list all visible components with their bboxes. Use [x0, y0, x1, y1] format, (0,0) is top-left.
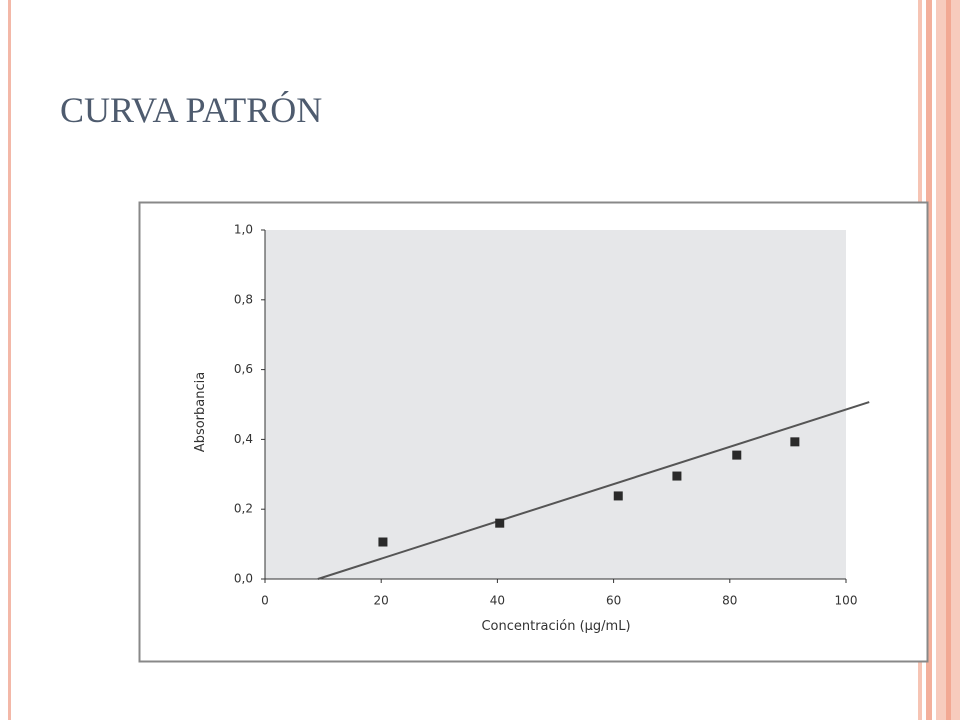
- y-tick-label: 0,4: [234, 432, 253, 446]
- x-tick-label: 60: [606, 594, 621, 608]
- data-point: [732, 450, 742, 460]
- y-tick-label: 0,2: [234, 502, 253, 516]
- slide-title: CURVA PATRÓN: [60, 90, 322, 130]
- data-point: [790, 437, 800, 447]
- data-point: [378, 537, 388, 547]
- x-tick-label: 80: [722, 594, 737, 608]
- plot-area: [265, 230, 846, 579]
- left-border: [8, 0, 11, 720]
- x-tick-label: 0: [261, 594, 269, 608]
- x-tick-label: 100: [835, 594, 858, 608]
- y-tick-label: 0,6: [234, 362, 253, 376]
- plot: 0,0 0,2 0,4 0,6 0,8 1,0 0 20 40 60 80 100: [234, 223, 870, 608]
- x-axis-label: Concentración (µg/mL): [481, 619, 630, 634]
- data-point: [613, 491, 623, 501]
- data-point: [672, 471, 682, 481]
- y-axis-label: Absorbancia: [193, 372, 208, 452]
- right-stripe: [946, 0, 951, 720]
- fit-line: [317, 401, 870, 580]
- right-stripe: [926, 0, 932, 720]
- y-tick-label: 1,0: [234, 223, 253, 237]
- x-tick-label: 40: [490, 594, 505, 608]
- y-tick-label: 0,8: [234, 292, 253, 306]
- x-tick-label: 20: [374, 594, 389, 608]
- y-tick-label: 0,0: [234, 572, 253, 586]
- data-point: [495, 518, 505, 528]
